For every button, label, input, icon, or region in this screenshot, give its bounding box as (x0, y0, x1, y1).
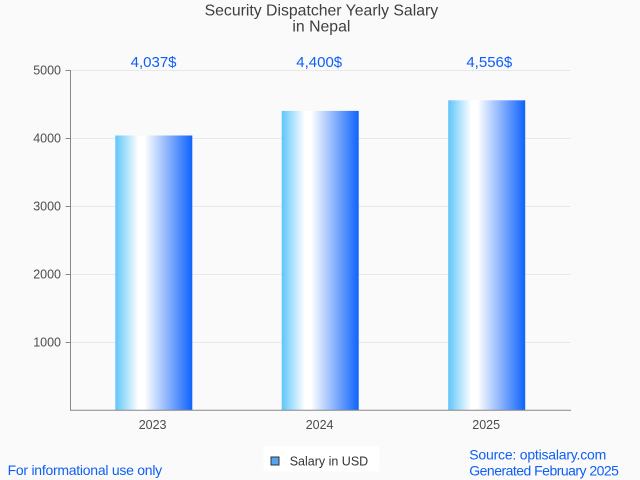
svg-text:Salary in USD: Salary in USD (290, 455, 369, 469)
svg-text:4,037$: 4,037$ (131, 54, 178, 71)
svg-text:2000: 2000 (33, 268, 61, 282)
svg-text:1000: 1000 (33, 336, 61, 350)
svg-text:5000: 5000 (33, 64, 61, 78)
svg-text:in Nepal: in Nepal (292, 18, 350, 35)
svg-text:4000: 4000 (33, 132, 61, 146)
svg-text:For informational use only: For informational use only (8, 462, 163, 478)
svg-text:3000: 3000 (33, 200, 61, 214)
svg-text:4,556$: 4,556$ (466, 54, 513, 71)
svg-text:Security Dispatcher Yearly Sal: Security Dispatcher Yearly Salary (205, 3, 439, 20)
svg-text:2023: 2023 (139, 418, 167, 432)
svg-text:Generated February 2025: Generated February 2025 (469, 462, 619, 478)
svg-text:2024: 2024 (306, 418, 334, 432)
svg-text:4,400$: 4,400$ (296, 54, 343, 71)
svg-text:Source: optisalary.com: Source: optisalary.com (469, 447, 606, 463)
svg-text:2025: 2025 (472, 418, 500, 432)
